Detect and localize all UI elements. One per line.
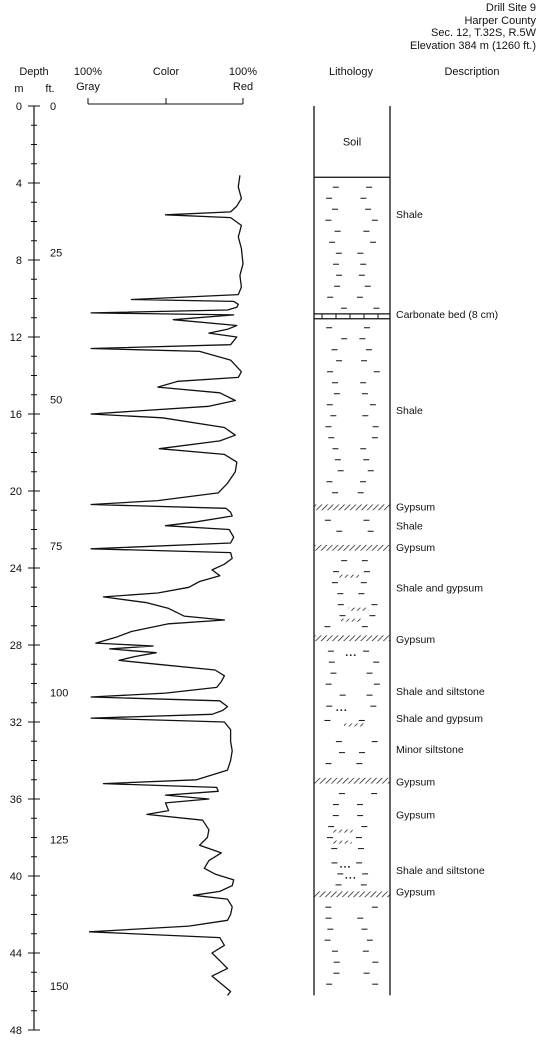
gypsum-band bbox=[314, 544, 390, 551]
description-label: Gypsum bbox=[396, 501, 435, 513]
description-label: Minor siltstone bbox=[396, 744, 464, 756]
description-label: Shale and gypsum bbox=[396, 713, 483, 725]
siltstone-dot bbox=[345, 654, 348, 657]
site-elevation: Elevation 384 m (1260 ft.) bbox=[410, 39, 536, 52]
description-label: Gypsum bbox=[396, 542, 435, 554]
description-header: Description bbox=[444, 66, 499, 78]
description-label: Shale bbox=[396, 521, 423, 533]
lith-unit-shale bbox=[325, 327, 380, 494]
description-label: Gypsum bbox=[396, 634, 435, 646]
gypsum-lens bbox=[348, 607, 369, 611]
lith-unit-gypsum bbox=[314, 777, 390, 784]
soil-label: Soil bbox=[343, 137, 361, 149]
lithology-header: Lithology bbox=[329, 66, 374, 78]
lith-unit-shale bbox=[325, 186, 380, 309]
depth-m-unit: m bbox=[14, 83, 23, 95]
lith-unit-gypsum bbox=[314, 544, 390, 551]
color-scale-bar bbox=[87, 98, 244, 105]
gray-percent-label: 100% bbox=[74, 66, 102, 78]
description-label: Shale bbox=[396, 405, 423, 417]
siltstone-dot bbox=[348, 866, 350, 868]
depth-header: Depth bbox=[19, 66, 48, 78]
lith-unit-gypsum bbox=[314, 635, 390, 642]
siltstone-dot bbox=[340, 866, 342, 868]
depth-m-label: 4 bbox=[16, 178, 22, 190]
siltstone-dot bbox=[349, 654, 352, 657]
depth-ft-label: 150 bbox=[50, 981, 68, 993]
lith-unit-gypsum bbox=[314, 891, 390, 898]
siltstone-dot bbox=[349, 877, 352, 879]
depth-m-label: 36 bbox=[10, 794, 22, 806]
color-header: Color bbox=[153, 66, 180, 78]
description-label: Gypsum bbox=[396, 886, 435, 898]
description-label: Gypsum bbox=[396, 809, 435, 821]
depth-m-label: 24 bbox=[10, 563, 22, 575]
description-label: Shale bbox=[396, 209, 423, 221]
gypsum-lens bbox=[331, 840, 352, 844]
description-label: Gypsum bbox=[396, 777, 435, 789]
siltstone-dot bbox=[344, 866, 346, 868]
color-curve bbox=[88, 175, 244, 996]
depth-ft-label: 75 bbox=[50, 541, 62, 553]
gypsum-lens bbox=[332, 829, 353, 833]
depth-ft-label: 25 bbox=[50, 248, 62, 260]
siltstone-dot bbox=[340, 709, 343, 712]
lith-unit-shale-siltstone bbox=[325, 741, 378, 765]
depth-m-label: 32 bbox=[10, 717, 22, 729]
depth-m-label: 48 bbox=[10, 1025, 22, 1037]
lith-unit-gypsum bbox=[314, 504, 390, 511]
gypsum-band bbox=[314, 777, 390, 784]
site-name: Drill Site 9 bbox=[485, 2, 536, 14]
lith-unit-shale bbox=[324, 519, 374, 532]
gray-label: Gray bbox=[76, 81, 100, 93]
color-curve-layer bbox=[88, 175, 244, 996]
red-percent-label: 100% bbox=[229, 66, 257, 78]
red-label: Red bbox=[233, 81, 253, 93]
lith-unit-shale-siltstone bbox=[331, 862, 369, 886]
lith-unit-shale-siltstone bbox=[325, 650, 380, 712]
depth-m-label: 28 bbox=[10, 640, 22, 652]
description-label: Shale and siltstone bbox=[396, 865, 485, 877]
depth-ft-unit: ft. bbox=[45, 83, 54, 95]
gypsum-lens bbox=[343, 723, 364, 727]
depth-m-label: 16 bbox=[10, 409, 22, 421]
siltstone-dot bbox=[336, 709, 339, 712]
depth-ft-label: 125 bbox=[50, 834, 68, 846]
depth-ft-label: 0 bbox=[50, 101, 56, 113]
siltstone-dot bbox=[345, 877, 348, 879]
depth-m-label: 0 bbox=[16, 101, 22, 113]
site-location: Sec. 12, T.32S, R.5W bbox=[431, 27, 536, 39]
lith-unit-shale-gypsum bbox=[326, 793, 378, 850]
depth-m-label: 12 bbox=[10, 332, 22, 344]
depth-ft-label: 100 bbox=[50, 688, 68, 700]
lith-unit-shale-gypsum bbox=[324, 719, 365, 727]
gypsum-band bbox=[314, 891, 390, 898]
description-column: Shale Carbonate bed (8 cm) Shale Gypsum Shal… bbox=[396, 209, 498, 899]
siltstone-dot bbox=[353, 654, 356, 657]
lithology-column: Soil bbox=[313, 106, 391, 996]
depth-m-label: 20 bbox=[10, 486, 22, 498]
county-name: Harper County bbox=[464, 14, 536, 27]
depth-m-label: 8 bbox=[16, 255, 22, 267]
lith-unit-carbonate bbox=[314, 313, 390, 320]
description-label: Carbonate bed (8 cm) bbox=[396, 309, 498, 321]
site-header: Drill Site 9 Harper County Sec. 12, T.32… bbox=[410, 2, 536, 52]
description-label: Shale and gypsum bbox=[396, 582, 483, 594]
gypsum-band bbox=[314, 635, 390, 642]
siltstone-dot bbox=[344, 709, 347, 712]
description-label: Shale and siltstone bbox=[396, 686, 485, 698]
lith-unit-soil: Soil bbox=[314, 137, 390, 178]
gypsum-band bbox=[314, 504, 390, 511]
lith-unit-shale bbox=[324, 906, 379, 985]
lith-unit-shale-gypsum bbox=[324, 560, 378, 628]
gypsum-lens bbox=[339, 574, 360, 578]
depth-m-label: 44 bbox=[10, 948, 22, 960]
depth-ft-label: 50 bbox=[50, 394, 62, 406]
siltstone-dot bbox=[353, 877, 356, 879]
depth-m-label: 40 bbox=[10, 871, 22, 883]
gypsum-lens bbox=[341, 618, 362, 622]
